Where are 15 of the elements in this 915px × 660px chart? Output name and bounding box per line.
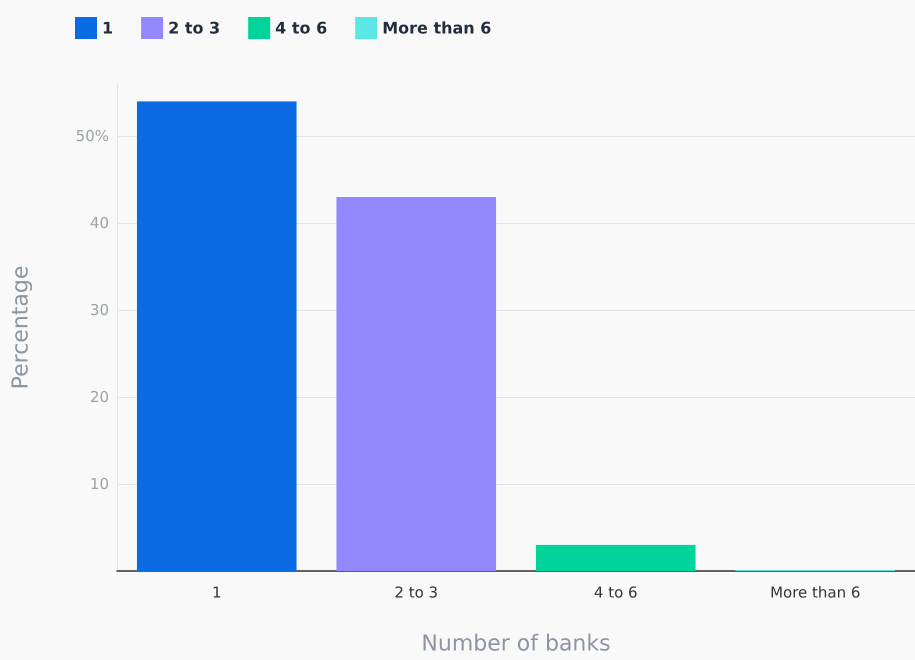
legend-label: 1 — [102, 18, 114, 38]
y-tick-label: 40 — [90, 214, 109, 232]
y-tick-label: 10 — [90, 475, 109, 494]
y-tick-label: 30 — [90, 301, 109, 320]
legend-label: More than 6 — [382, 18, 492, 38]
x-tick-label: 4 to 6 — [594, 584, 638, 602]
x-axis-title: Number of banks — [421, 632, 611, 656]
legend-label: 2 to 3 — [168, 18, 220, 38]
x-tick-label: 1 — [212, 584, 222, 602]
x-tick-label: 2 to 3 — [394, 584, 438, 602]
y-axis-title: Percentage — [8, 266, 34, 390]
y-tick-label: 50% — [76, 127, 109, 146]
y-tick-label: 20 — [90, 388, 109, 406]
legend-label: 4 to 6 — [275, 18, 328, 38]
x-tick-label: More than 6 — [770, 584, 860, 602]
